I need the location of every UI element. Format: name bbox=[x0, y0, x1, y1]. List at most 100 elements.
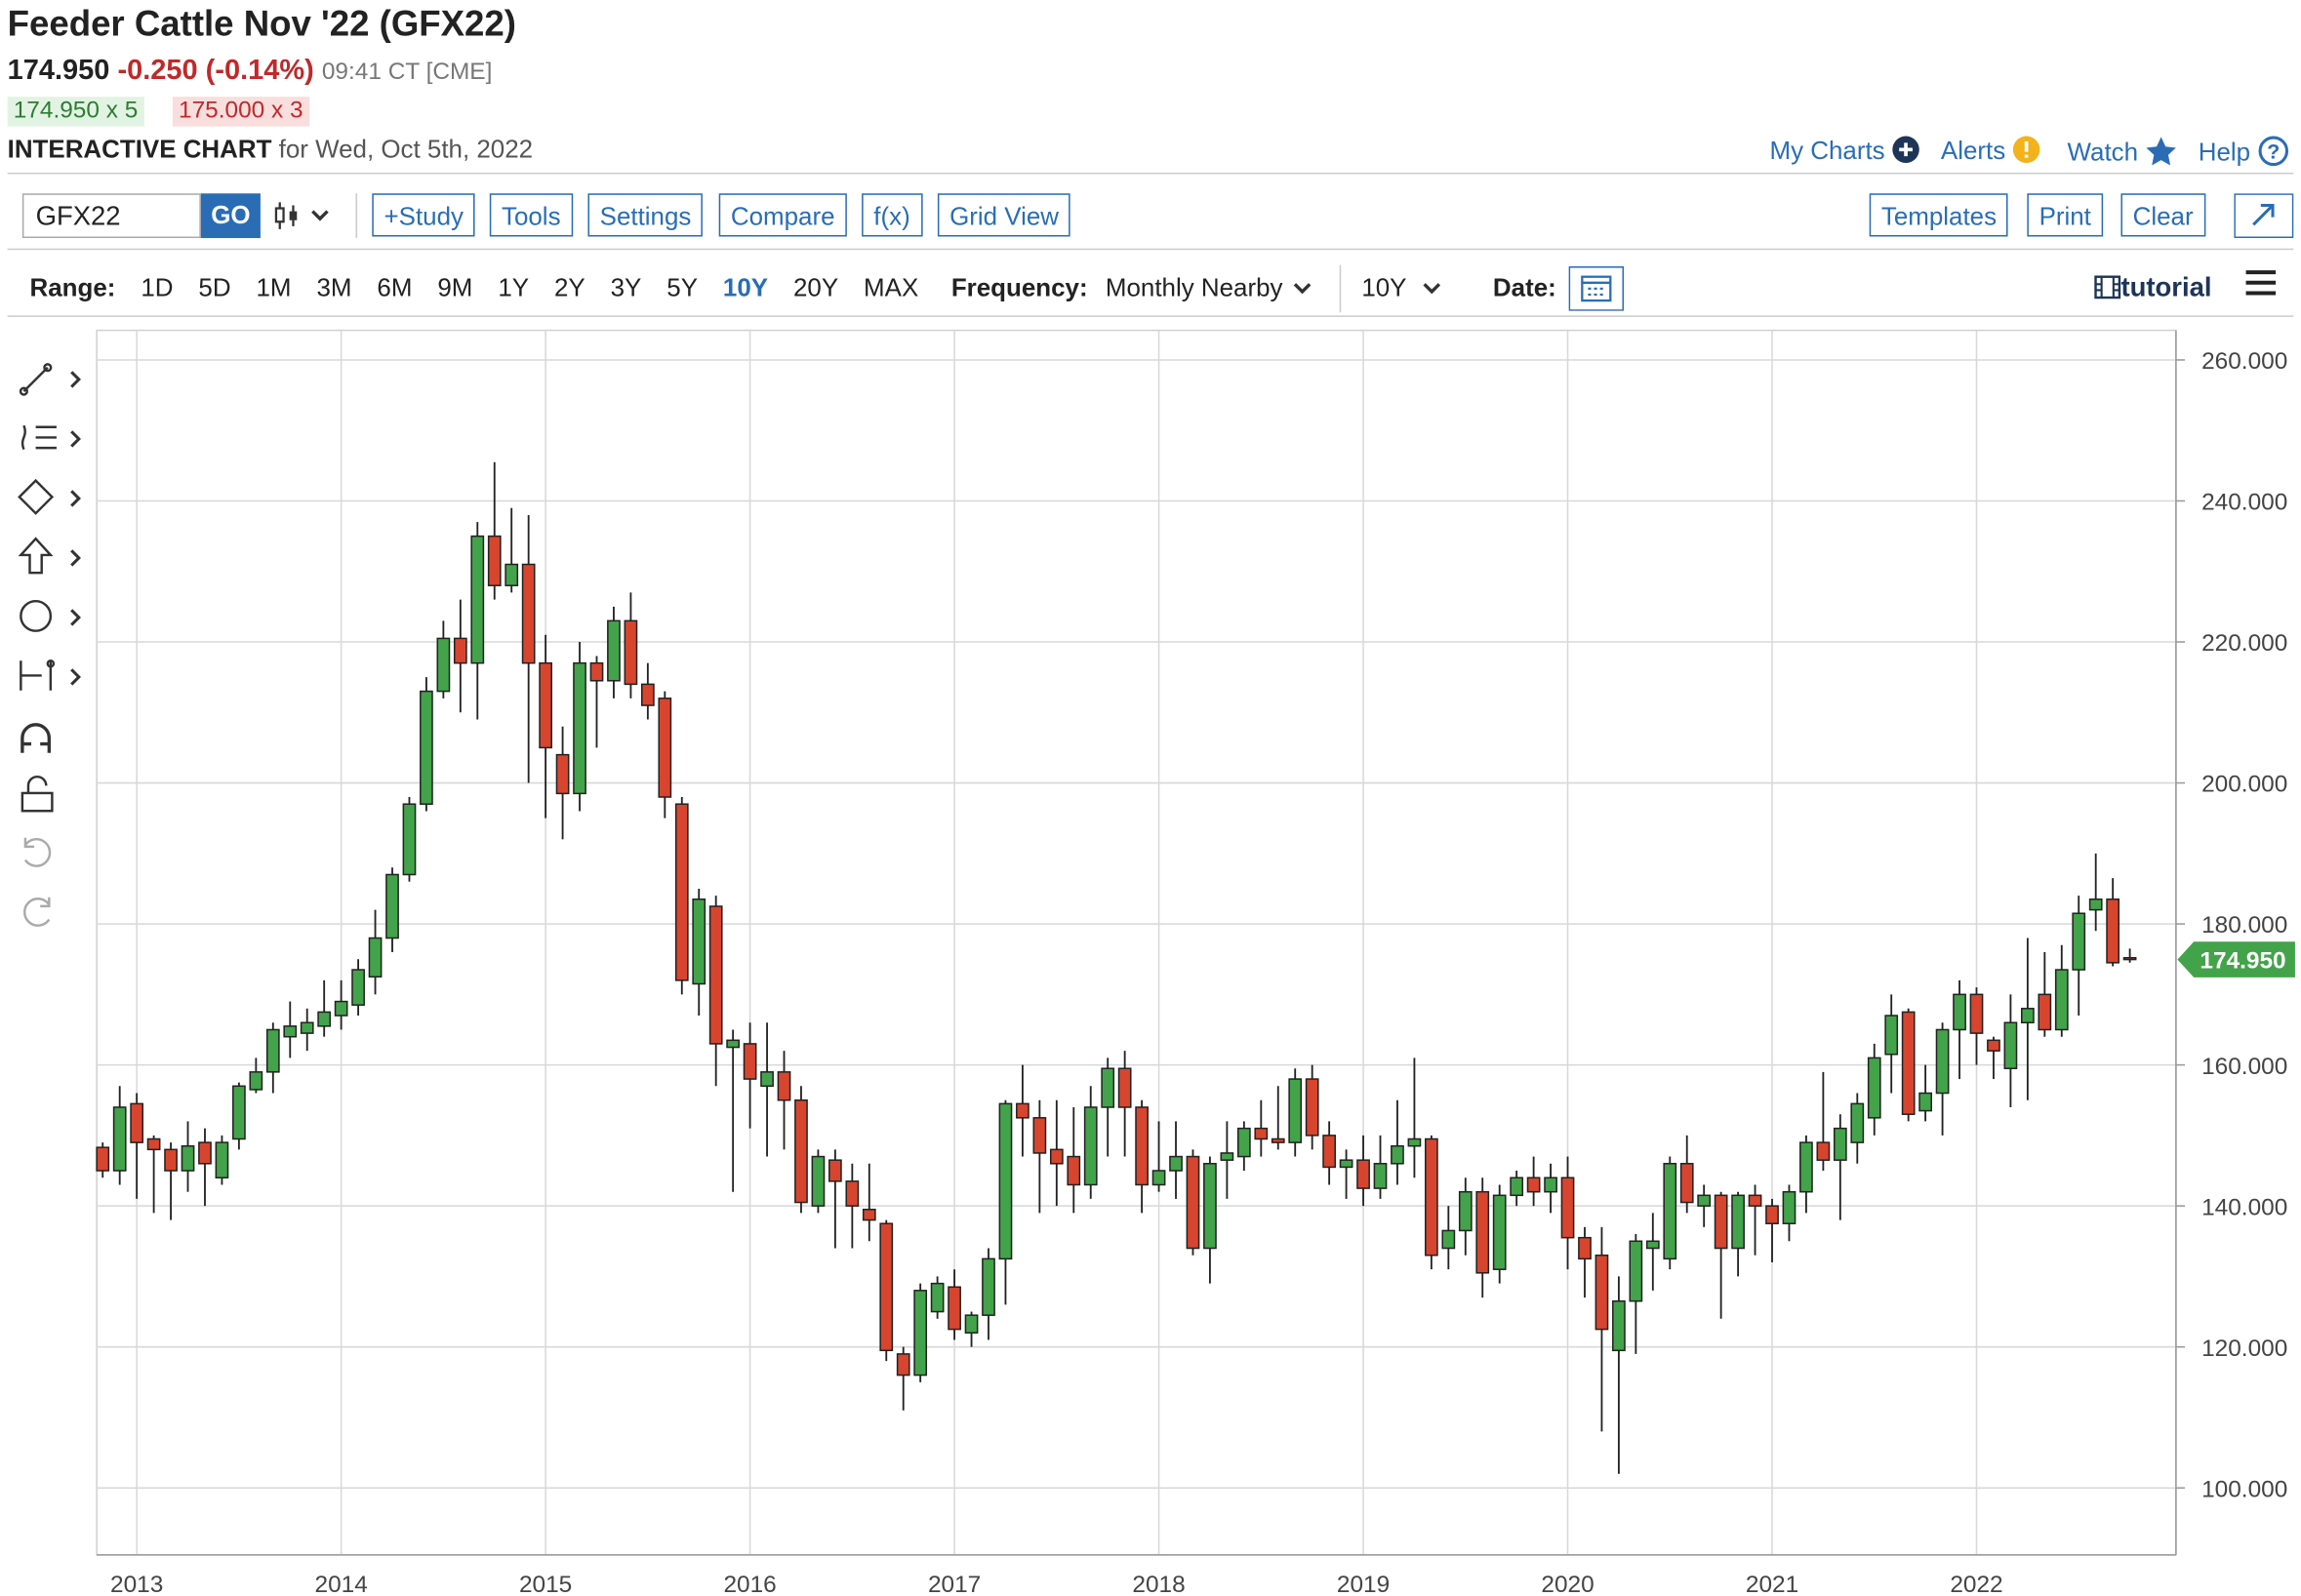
range-bar: Range: 1D 5D 1M 3M 6M 9M 1Y 2Y 3Y 5Y 10Y 20Y MAX Fre… bbox=[29, 264, 1625, 313]
candle-body bbox=[1101, 1067, 1115, 1108]
menu-icon[interactable] bbox=[2244, 268, 2278, 299]
candle-body bbox=[470, 535, 485, 664]
x-tick-label: 2017 bbox=[928, 1572, 981, 1595]
candle-body bbox=[1578, 1236, 1592, 1260]
candle-body bbox=[1969, 993, 1984, 1034]
nav-item[interactable]: Help ? bbox=[2199, 136, 2289, 169]
candle-body bbox=[249, 1071, 263, 1091]
nav-item[interactable]: Watch bbox=[2068, 136, 2178, 169]
symbol-input[interactable]: GFX22 bbox=[21, 193, 201, 239]
toolbar-button[interactable]: Grid View bbox=[937, 193, 1071, 237]
candle-body bbox=[1697, 1194, 1712, 1207]
nav-label[interactable]: Alerts bbox=[1940, 137, 2006, 166]
candle-body bbox=[1271, 1137, 1285, 1143]
icon bbox=[2094, 275, 2121, 299]
nav-item[interactable]: Alerts bbox=[1941, 136, 2041, 167]
frequency-select[interactable]: Monthly Nearby bbox=[1105, 273, 1283, 302]
toolbar-button[interactable]: Clear bbox=[2120, 193, 2205, 237]
candle-body bbox=[1220, 1152, 1234, 1161]
range-option[interactable]: 1Y bbox=[498, 273, 530, 302]
candle-body bbox=[385, 873, 399, 939]
x-tick-label: 2015 bbox=[519, 1572, 572, 1595]
candle-body bbox=[265, 1028, 280, 1073]
candle-body bbox=[96, 1146, 110, 1172]
candle-body bbox=[845, 1180, 860, 1207]
range-label: Range: bbox=[29, 273, 116, 302]
nav-item[interactable]: My Charts bbox=[1769, 136, 1920, 167]
go-button[interactable]: GO bbox=[200, 193, 261, 239]
candle-body bbox=[964, 1314, 979, 1334]
toolbar-button[interactable]: Templates bbox=[1869, 193, 2009, 237]
candle-body bbox=[436, 637, 451, 693]
candle-body bbox=[913, 1290, 928, 1377]
candle-body bbox=[368, 937, 383, 978]
candle-body bbox=[1731, 1194, 1745, 1250]
chevron bbox=[1293, 283, 1312, 295]
toolbar-button[interactable]: Print bbox=[2027, 193, 2104, 237]
candle-body bbox=[2054, 969, 2069, 1031]
x-tick-label: 2021 bbox=[1746, 1572, 1798, 1595]
expand-button[interactable] bbox=[2234, 193, 2294, 239]
chart-type-icon[interactable] bbox=[274, 199, 340, 232]
range-option[interactable]: 1D bbox=[141, 273, 174, 302]
candle-body bbox=[1373, 1163, 1388, 1189]
toolbar-button[interactable]: +Study bbox=[372, 193, 476, 237]
range-option[interactable]: 20Y bbox=[792, 273, 839, 302]
last-price-tag bbox=[2177, 941, 2295, 978]
divider bbox=[355, 193, 358, 239]
candle-body bbox=[555, 753, 570, 795]
candle-body bbox=[573, 661, 586, 795]
range-option[interactable]: 1M bbox=[256, 273, 292, 302]
candle-body bbox=[998, 1102, 1013, 1260]
range-option[interactable]: 10Y bbox=[722, 273, 769, 302]
range-option[interactable]: 3M bbox=[316, 273, 352, 302]
tutorial-label[interactable]: tutorial bbox=[2120, 272, 2212, 302]
candle-body bbox=[708, 905, 723, 1045]
range-option[interactable]: 9M bbox=[437, 273, 473, 302]
candle-body bbox=[1816, 1141, 1831, 1161]
candle-body bbox=[1288, 1078, 1303, 1143]
candle-body bbox=[1612, 1299, 1626, 1352]
candle-body bbox=[1510, 1177, 1524, 1197]
candle-body bbox=[1135, 1106, 1149, 1186]
candle-body bbox=[1169, 1155, 1183, 1172]
nav-label[interactable]: Watch bbox=[2067, 138, 2139, 167]
candle-body bbox=[521, 563, 536, 664]
range-option[interactable]: 5D bbox=[198, 273, 231, 302]
x-tick-label: 2016 bbox=[723, 1572, 776, 1595]
candle-body bbox=[896, 1353, 910, 1377]
candle-body bbox=[1203, 1163, 1217, 1250]
candle-body bbox=[1629, 1240, 1643, 1302]
candle-body bbox=[112, 1106, 127, 1172]
toolbar-button[interactable]: Settings bbox=[587, 193, 704, 237]
nav-label[interactable]: Help bbox=[2198, 138, 2251, 167]
x-tick-label: 2019 bbox=[1337, 1572, 1390, 1595]
toolbar-button[interactable]: f(x) bbox=[862, 193, 922, 237]
range-option[interactable]: 3Y bbox=[610, 273, 642, 302]
nav-label[interactable]: My Charts bbox=[1769, 137, 1885, 166]
candle-body bbox=[300, 1021, 314, 1034]
range-option[interactable]: 2Y bbox=[553, 273, 585, 302]
candle-body bbox=[828, 1159, 842, 1182]
candle-body bbox=[1236, 1127, 1251, 1158]
candle-body bbox=[589, 661, 604, 682]
date-picker[interactable] bbox=[1567, 266, 1625, 311]
period-select[interactable]: 10Y bbox=[1361, 273, 1407, 302]
candle-body bbox=[1151, 1170, 1166, 1186]
price-change: -0.250 (-0.14%) bbox=[117, 55, 314, 87]
divider bbox=[7, 172, 2294, 175]
range-option[interactable]: 5Y bbox=[666, 273, 698, 302]
frequency-label: Frequency: bbox=[950, 273, 1088, 302]
candle-body bbox=[130, 1102, 144, 1143]
range-option[interactable]: 6M bbox=[377, 273, 413, 302]
range-option[interactable]: MAX bbox=[864, 273, 919, 302]
toolbar-button[interactable]: Compare bbox=[718, 193, 847, 237]
candle-body bbox=[351, 969, 365, 1006]
toolbar-button[interactable]: Tools bbox=[489, 193, 573, 237]
tutorial-link[interactable]: tutorial bbox=[2094, 272, 2211, 303]
candle-body bbox=[198, 1141, 212, 1165]
candle-body bbox=[1492, 1194, 1507, 1270]
candle-body bbox=[811, 1155, 826, 1207]
